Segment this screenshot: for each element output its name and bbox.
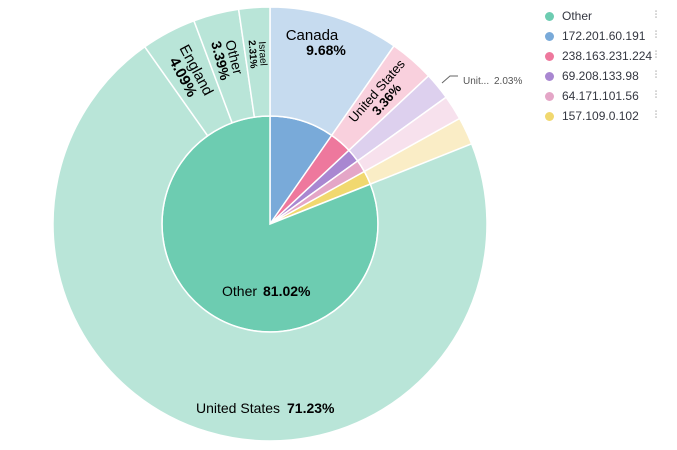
slice-label: Israel [256, 41, 269, 66]
legend-item[interactable]: 172.201.60.191 ▫ ▫ ▫ [543, 26, 673, 46]
legend-label: 64.171.101.56 [562, 89, 639, 103]
slice-label: Other [222, 283, 257, 299]
legend-color-dot [545, 51, 554, 61]
legend-color-dot [545, 111, 554, 121]
legend-color-dot [545, 71, 554, 81]
legend-color-dot [545, 31, 554, 41]
callout-label: Unit... [463, 76, 489, 87]
slice-label: United States [196, 400, 280, 416]
legend-item[interactable]: 69.208.133.98 ▫ ▫ ▫ [543, 66, 673, 86]
legend-menu-icon[interactable]: ▫ ▫ ▫ [655, 49, 658, 61]
legend-item[interactable]: Other ▫ ▫ ▫ [543, 6, 673, 26]
legend: Other ▫ ▫ ▫ 172.201.60.191 ▫ ▫ ▫ 238.163.231.2… [543, 6, 673, 126]
outer-slice[interactable] [237, 6, 271, 118]
legend-color-dot [545, 11, 554, 21]
slice-label: Canada [286, 27, 339, 44]
outer-slice[interactable] [52, 45, 488, 442]
legend-menu-icon[interactable]: ▫ ▫ ▫ [655, 29, 658, 41]
legend-label: 238.163.231.224 [562, 49, 653, 63]
legend-label: Other [562, 9, 593, 23]
legend-color-dot [545, 91, 554, 101]
legend-menu-icon[interactable]: ▫ ▫ ▫ [655, 89, 658, 101]
legend-label: 172.201.60.191 [562, 29, 646, 43]
legend-menu-icon[interactable]: ▫ ▫ ▫ [655, 109, 658, 121]
legend-label: 69.208.133.98 [562, 69, 639, 83]
legend-label: 157.109.0.102 [562, 109, 639, 123]
legend-item[interactable]: 238.163.231.224 ▫ ▫ ▫ [543, 46, 673, 66]
slice-percent: 2.31% [246, 40, 259, 69]
legend-menu-icon[interactable]: ▫ ▫ ▫ [655, 9, 658, 21]
slice-percent: 9.68% [306, 42, 346, 58]
slice-percent: 71.23% [287, 400, 335, 416]
legend-item[interactable]: 157.109.0.102 ▫ ▫ ▫ [543, 106, 673, 126]
slice-percent: 81.02% [263, 283, 311, 299]
legend-item[interactable]: 64.171.101.56 ▫ ▫ ▫ [543, 86, 673, 106]
callout-line [441, 75, 458, 84]
legend-menu-icon[interactable]: ▫ ▫ ▫ [655, 69, 658, 81]
callout-percent: 2.03% [494, 76, 522, 87]
